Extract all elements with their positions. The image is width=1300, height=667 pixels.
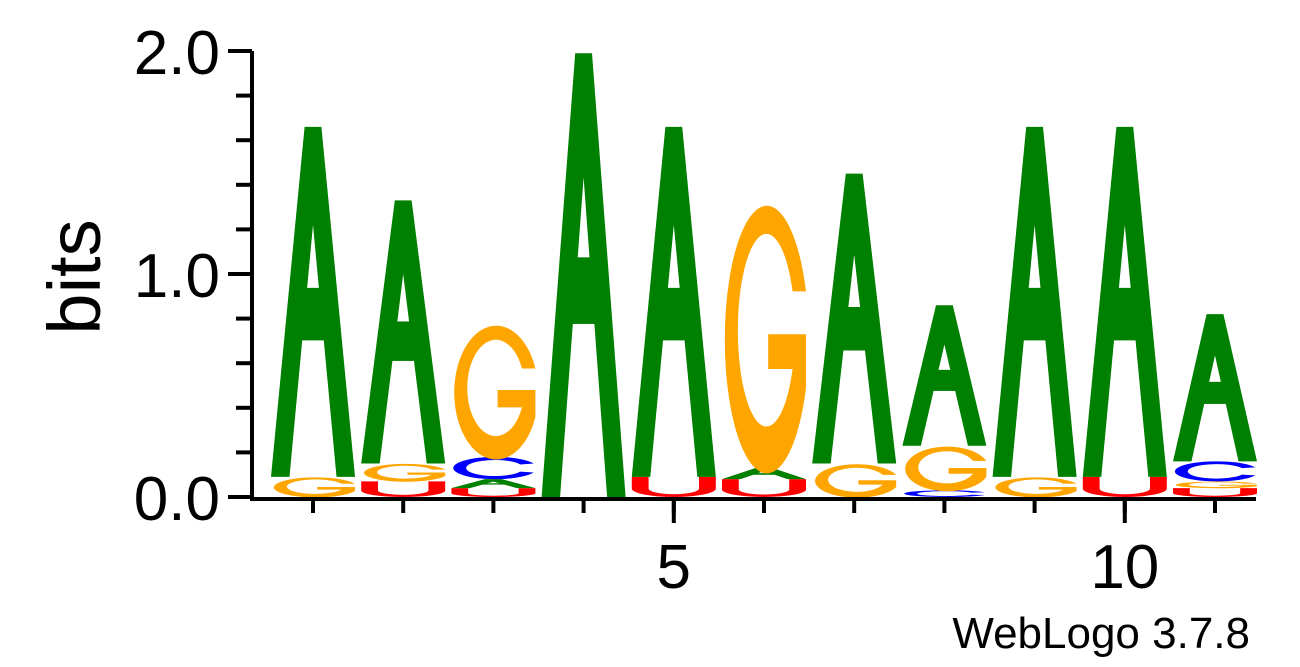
logo-letter-g — [905, 446, 987, 492]
logo-letter-a — [1082, 126, 1167, 477]
axis-labels: bits WebLogo 3.7.8 — [33, 219, 1250, 658]
y-axis-label: bits — [33, 219, 116, 334]
logo-letter-u — [1082, 476, 1167, 497]
logo-letter-g — [724, 205, 806, 474]
logo-letter-c — [904, 490, 985, 497]
y-tick-label: 2.0 — [134, 19, 220, 88]
logo-letter-a — [992, 126, 1077, 477]
logo-letter-a — [271, 126, 355, 477]
logo-letter-a — [631, 126, 716, 477]
logo-letter-a — [902, 305, 987, 446]
logo-letter-u — [451, 488, 536, 497]
logo-letter-c — [1174, 461, 1256, 482]
logo-letter-a — [361, 200, 446, 464]
x-tick-label: 5 — [657, 533, 691, 602]
weblogo-credit: WebLogo 3.7.8 — [952, 609, 1250, 658]
logo-letter-g — [1175, 481, 1257, 489]
logo-letter-a — [1173, 314, 1257, 462]
logo-letter-g — [273, 477, 355, 498]
logo-letter-u — [1173, 488, 1257, 497]
logo-letter-a — [541, 53, 626, 497]
x-tick-label: 10 — [1090, 533, 1159, 602]
logo-letter-g — [995, 477, 1077, 498]
logo-letter-g — [815, 464, 897, 498]
logo-letter-a — [722, 468, 806, 480]
axes: 0.0 1.0 2.0 5 10 — [134, 19, 1256, 602]
logo-letter-u — [361, 481, 446, 497]
logo-letter-c — [453, 456, 534, 480]
logo-letter-g — [454, 325, 536, 460]
logo-letter-g — [364, 463, 446, 482]
logo-letter-u — [631, 476, 716, 497]
logo-letter-a — [812, 173, 897, 464]
logo-letter-u — [722, 479, 806, 497]
logo-letter-a — [451, 479, 536, 489]
logo-stacks — [271, 53, 1257, 498]
y-tick-label: 1.0 — [134, 242, 220, 311]
y-tick-label: 0.0 — [134, 465, 220, 534]
